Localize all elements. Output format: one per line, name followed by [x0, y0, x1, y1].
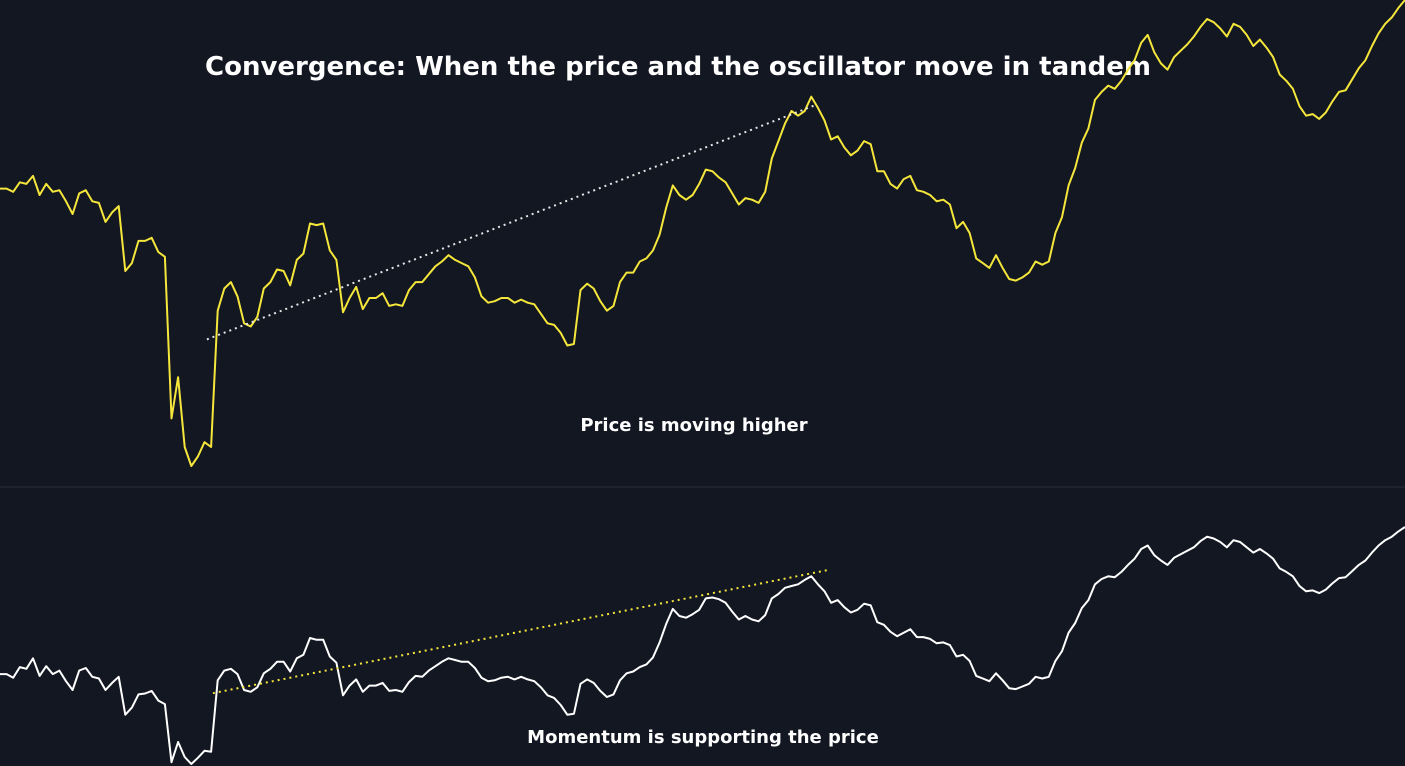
momentum-pane: [0, 526, 1405, 765]
momentum-annotation: Momentum is supporting the price: [527, 727, 879, 748]
price-pane: [0, 0, 1405, 467]
price-trendline: [206, 103, 817, 341]
chart-title: Convergence: When the price and the osci…: [205, 52, 1151, 82]
momentum-trendline: [212, 568, 830, 695]
price-annotation: Price is moving higher: [580, 415, 807, 436]
momentum-series-line: [0, 526, 1405, 765]
price-series-line: [0, 0, 1405, 467]
